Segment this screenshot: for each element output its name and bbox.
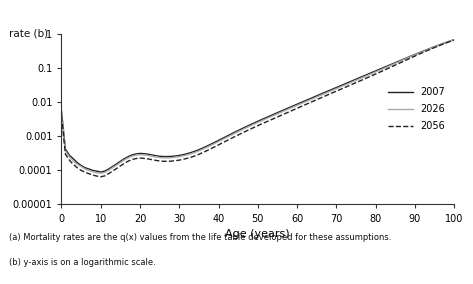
Line: 2026: 2026 [61,40,454,173]
2026 [98,172,104,175]
2026 [243,126,249,130]
2007 [243,125,249,128]
Text: (b) y-axis is on a logarithmic scale.: (b) y-axis is on a logarithmic scale. [9,258,156,268]
2056 [243,130,249,133]
X-axis label: Age (years): Age (years) [226,229,290,239]
2026 [451,38,457,41]
2007 [161,155,166,158]
2056 [98,175,104,178]
2007 [357,76,363,79]
Text: (a) Mortality rates are the q(x) values from the life table developed for these : (a) Mortality rates are the q(x) values … [9,233,392,242]
2026 [298,102,304,105]
2007 [298,101,304,104]
2007 [451,38,457,41]
Legend: 2007, 2026, 2056: 2007, 2026, 2056 [385,83,449,135]
Line: 2056: 2056 [61,40,454,177]
2056 [161,160,166,163]
2026 [59,111,64,115]
2026 [357,77,363,80]
2007 [337,84,343,87]
2056 [357,79,363,83]
2007 [98,170,104,174]
2026 [86,169,92,172]
2056 [59,115,64,118]
Text: rate (b): rate (b) [9,28,49,38]
2026 [337,85,343,89]
Line: 2007: 2007 [61,40,454,172]
2056 [298,105,304,108]
2007 [59,109,64,113]
2007 [86,167,92,171]
2056 [337,88,343,91]
2056 [86,172,92,176]
2056 [451,38,457,42]
2026 [161,156,166,160]
